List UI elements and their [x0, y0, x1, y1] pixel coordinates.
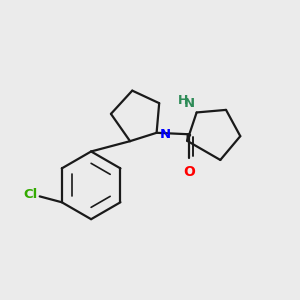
Text: Cl: Cl — [23, 188, 37, 201]
Text: H: H — [178, 94, 188, 107]
Text: N: N — [184, 97, 195, 110]
Text: N: N — [160, 128, 171, 141]
Text: O: O — [183, 165, 195, 179]
Polygon shape — [187, 134, 191, 141]
